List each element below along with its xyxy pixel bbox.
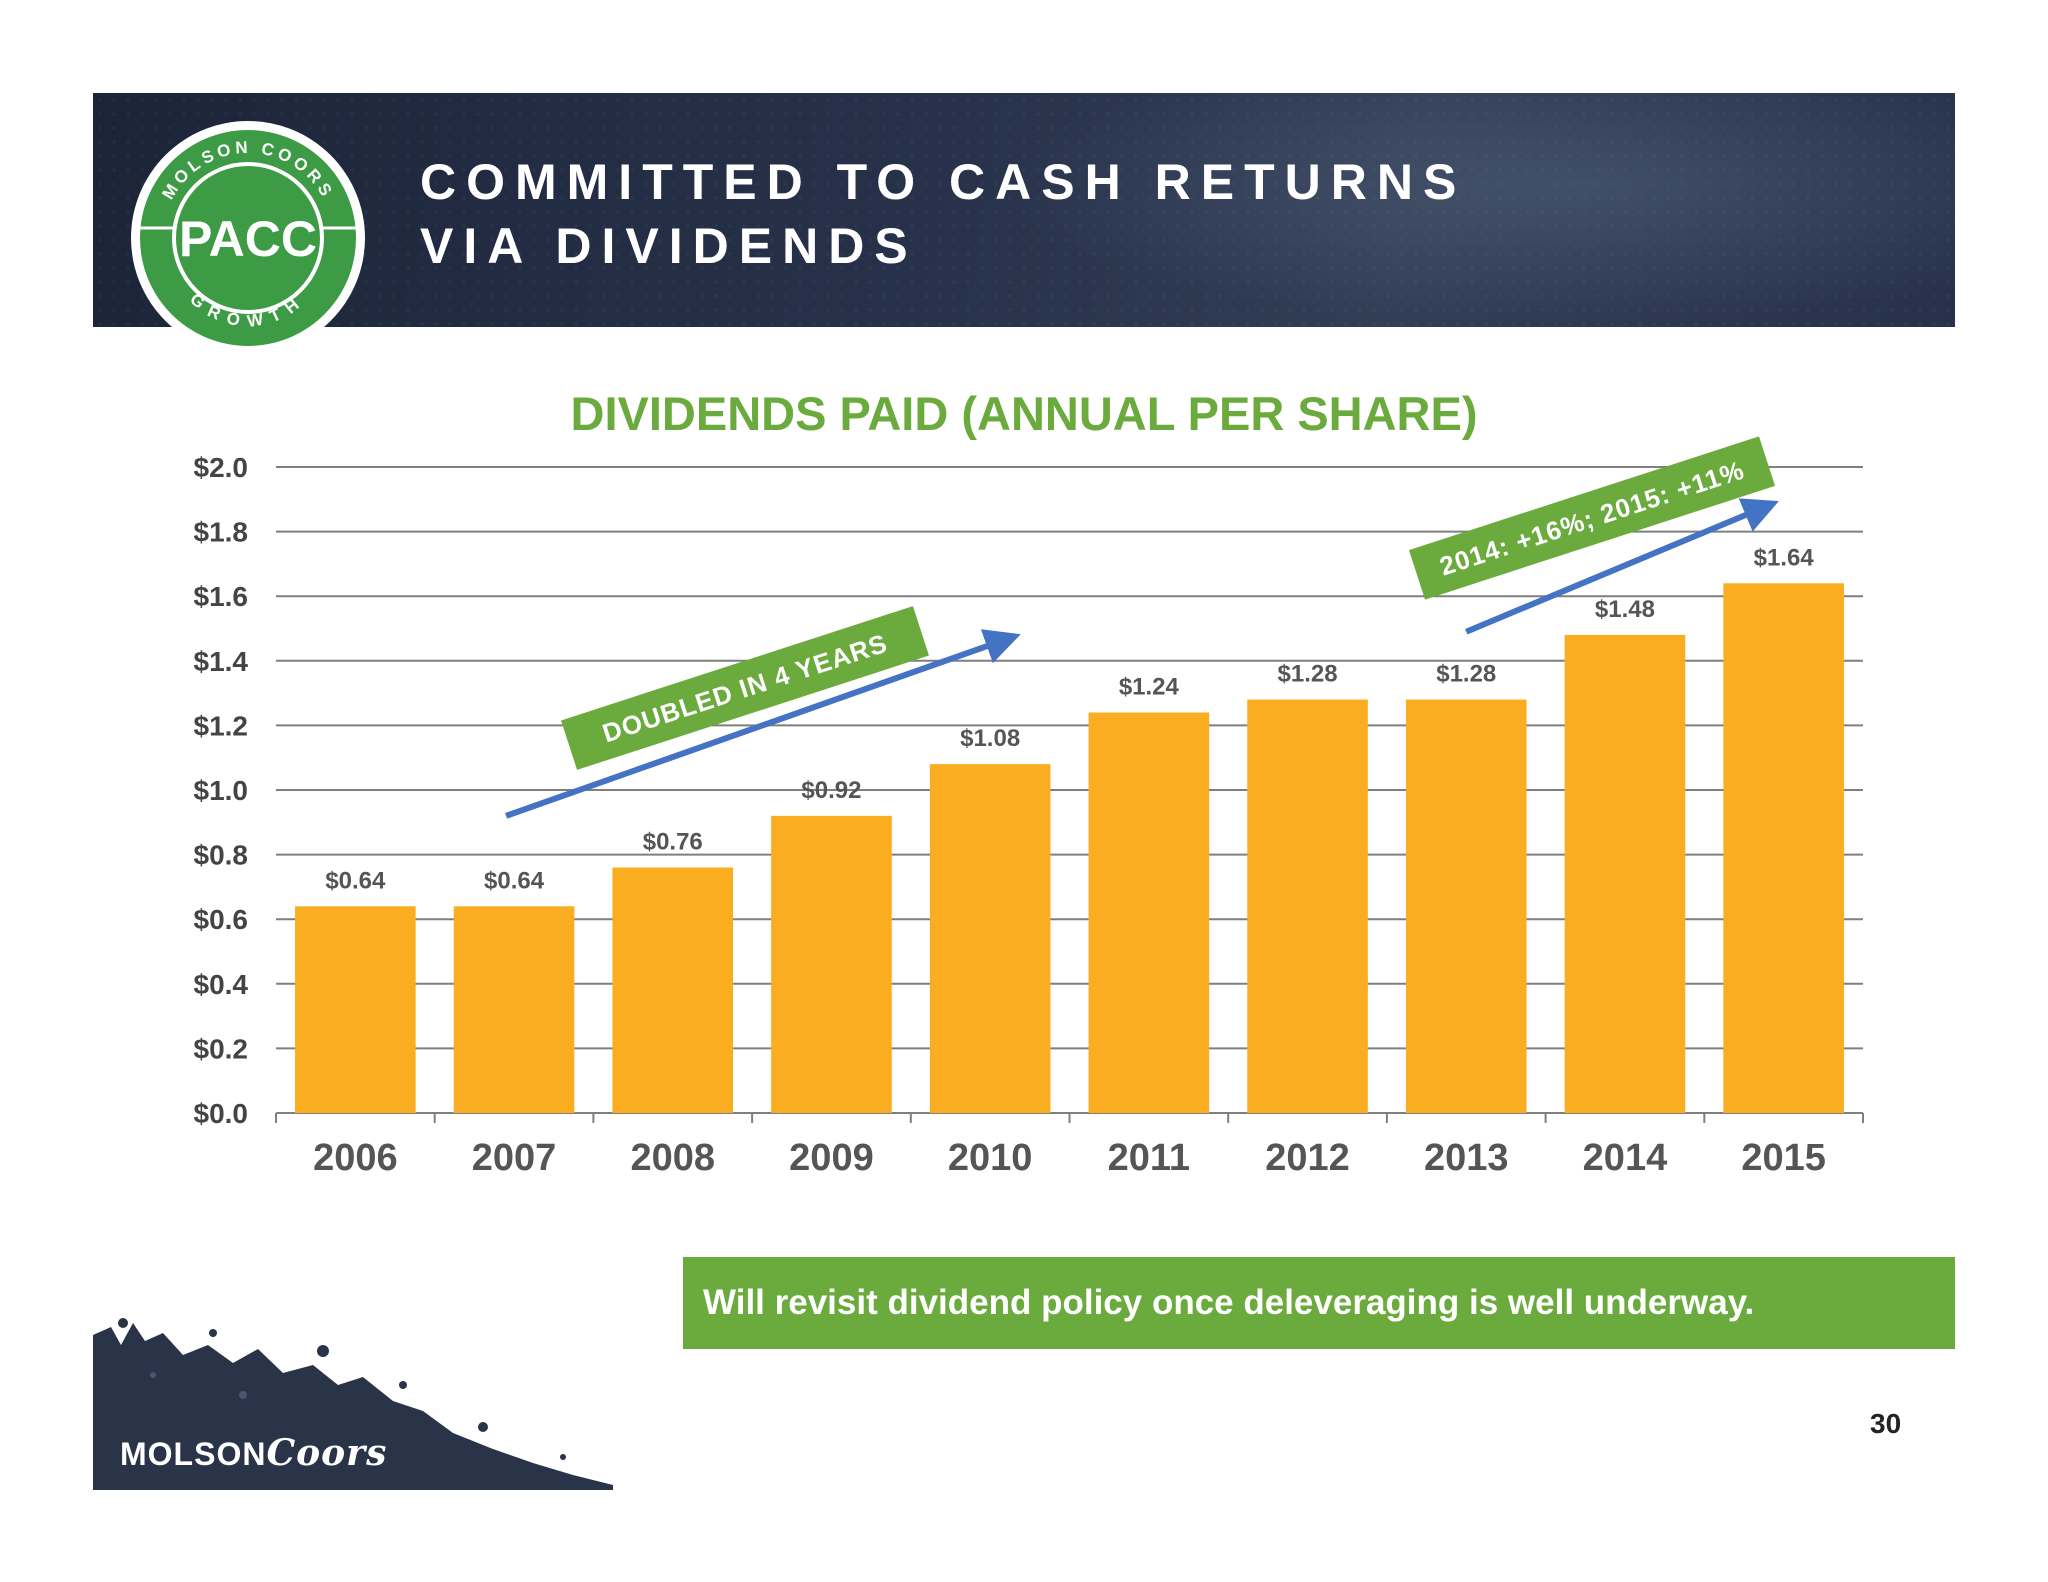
y-tick-label: $1.2 [194, 710, 249, 741]
y-tick-label: $2.0 [194, 452, 249, 483]
y-tick-label: $0.2 [194, 1033, 249, 1064]
y-tick-label: $0.8 [194, 840, 249, 871]
bar [771, 815, 892, 1113]
bar-value-label: $0.64 [484, 867, 545, 894]
bar [295, 906, 416, 1113]
bar-value-label: $1.28 [1436, 661, 1496, 688]
bar [1247, 699, 1368, 1113]
y-tick-label: $1.8 [194, 517, 249, 548]
bar [929, 764, 1051, 1113]
x-category-label: 2011 [1108, 1137, 1190, 1179]
y-tick-label: $1.6 [194, 581, 249, 612]
y-tick-label: $1.0 [194, 775, 249, 806]
trend-arrow [505, 629, 1021, 819]
bar [453, 906, 575, 1113]
y-tick-label: $1.4 [194, 646, 249, 677]
bar [612, 867, 734, 1113]
x-category-label: 2008 [630, 1137, 715, 1179]
x-category-label: 2006 [313, 1137, 398, 1179]
page-title: COMMITTED TO CASH RETURNS VIA DIVIDENDS [420, 150, 1466, 278]
bar [1088, 712, 1210, 1113]
bar-value-label: $1.24 [1119, 673, 1180, 700]
x-category-label: 2007 [472, 1137, 557, 1179]
y-tick-label: $0.4 [194, 969, 249, 1000]
x-category-label: 2010 [948, 1137, 1033, 1179]
logo-brand-part1: MOLSON [120, 1436, 267, 1472]
bar-value-label: $1.28 [1278, 661, 1338, 688]
bar-value-label: $1.08 [960, 725, 1020, 752]
y-tick-label: $0.0 [194, 1098, 249, 1129]
x-category-label: 2013 [1424, 1137, 1509, 1179]
page-title-line2: VIA DIVIDENDS [420, 218, 918, 274]
page-number: 30 [1870, 1408, 1902, 1439]
logo-brand-part2: Coors [266, 1432, 388, 1474]
trend-arrow [1465, 498, 1779, 635]
molson-coors-logo-splash [93, 1318, 613, 1490]
x-category-label: 2015 [1741, 1137, 1826, 1179]
bar-value-label: $0.76 [643, 829, 703, 856]
bar-value-label: $1.48 [1595, 596, 1655, 623]
header-banner [93, 93, 1955, 327]
bar [1405, 699, 1527, 1113]
pacc-growth-badge: PACC MOLSON COORS GROWTH [131, 121, 365, 355]
bar [1564, 634, 1686, 1113]
chart-title: DIVIDENDS PAID (ANNUAL PER SHARE) [570, 387, 1478, 440]
badge-center-text: PACC [179, 211, 317, 267]
x-category-label: 2012 [1265, 1137, 1350, 1179]
molson-coors-logo-text: MOLSONCoors [120, 1432, 387, 1474]
x-category-label: 2009 [789, 1137, 874, 1179]
y-tick-label: $0.6 [194, 904, 249, 935]
bar-value-label: $0.64 [325, 867, 386, 894]
x-category-label: 2014 [1583, 1137, 1668, 1179]
page-title-line1: COMMITTED TO CASH RETURNS [420, 154, 1467, 210]
dividend-policy-statement: Will revisit dividend policy once deleve… [683, 1257, 1955, 1349]
bar-value-label: $0.92 [801, 777, 861, 804]
bar-value-label: $1.64 [1754, 544, 1815, 571]
bar [1723, 583, 1844, 1113]
